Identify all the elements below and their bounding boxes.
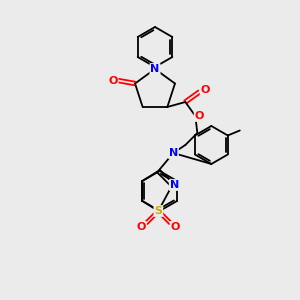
Text: N: N (170, 180, 179, 190)
Text: O: O (171, 222, 180, 232)
Text: N: N (169, 148, 178, 158)
Text: O: O (201, 85, 210, 95)
Text: O: O (108, 76, 118, 85)
Text: S: S (154, 206, 162, 216)
Text: N: N (150, 64, 160, 74)
Text: O: O (195, 111, 204, 121)
Text: O: O (137, 222, 146, 232)
